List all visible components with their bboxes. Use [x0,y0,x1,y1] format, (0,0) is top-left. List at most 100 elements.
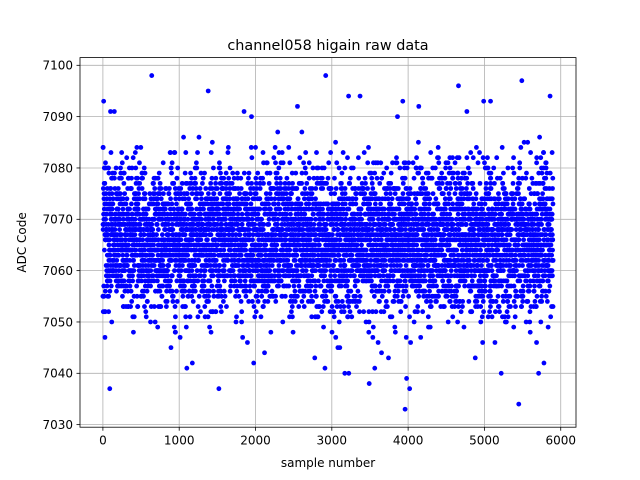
data-point [396,206,402,212]
data-point [342,201,348,207]
data-point [452,191,458,197]
data-point [410,160,416,166]
data-point [295,293,300,299]
data-point [174,175,180,181]
data-point [287,247,293,253]
data-point [325,299,331,304]
data-point [349,268,355,274]
data-point [477,180,483,186]
data-point [189,175,194,181]
data-point [110,201,116,207]
data-point [290,329,296,335]
data-point [366,319,372,325]
data-point [195,314,201,320]
data-point [213,175,219,181]
data-point [443,165,449,171]
data-point [328,150,334,155]
data-point [420,175,426,181]
data-point [137,196,142,202]
data-point [358,211,363,217]
data-point [432,165,438,171]
data-point [450,222,456,227]
data-point [227,165,233,171]
data-point [276,201,281,207]
data-point [155,324,161,330]
data-point [411,268,417,274]
data-point [136,191,141,197]
data-point [401,201,407,207]
data-point [346,304,351,309]
data-point [387,191,393,197]
data-point [121,216,126,222]
data-point [152,191,158,197]
data-point [371,293,377,299]
data-point [280,160,286,166]
data-point [306,160,312,166]
data-point [424,252,430,258]
data-point [238,186,244,191]
data-point [102,288,108,294]
data-point [102,309,108,315]
data-point [453,186,459,191]
data-point [422,288,428,294]
data-point [109,211,115,217]
data-point [206,191,211,197]
data-point [274,170,280,176]
data-point [197,186,203,191]
data-point [313,186,319,191]
data-point [225,150,231,155]
data-point [174,288,179,294]
data-point [166,186,172,191]
data-point [121,180,127,186]
data-point [252,222,258,227]
data-point [165,211,170,217]
data-point [309,273,315,279]
data-point [189,360,195,366]
data-point [123,201,129,207]
data-point [219,222,225,227]
data-point [299,129,305,135]
data-point [183,257,188,263]
data-point [309,191,315,197]
data-point [431,211,437,217]
data-point [328,186,334,191]
data-point [183,150,189,155]
data-point [412,206,418,212]
data-point [406,293,411,299]
data-point [117,227,123,232]
data-point [101,293,107,299]
data-point [444,293,450,299]
data-point [406,160,412,166]
data-point [252,314,258,320]
data-point [355,278,361,284]
data-point [182,211,188,217]
data-point [139,278,144,284]
data-point [222,232,228,238]
data-point [324,180,329,186]
data-point [132,216,138,222]
data-point [356,299,362,304]
data-point [168,278,173,284]
data-point [120,293,125,299]
data-point [350,165,356,171]
data-point [212,237,218,243]
data-point [190,299,196,304]
data-point [143,309,149,315]
data-point [443,206,448,212]
data-point [234,170,240,176]
data-point [319,175,325,181]
data-point [238,278,243,284]
data-point [103,191,109,197]
data-point [211,252,217,258]
data-point [131,263,137,268]
data-point [199,191,205,197]
data-point [416,293,422,299]
data-point [269,263,275,268]
data-point [345,155,350,161]
data-point [182,196,188,202]
data-point [321,165,327,171]
data-point [140,175,145,181]
data-point [341,304,347,309]
data-point [378,201,383,207]
data-point [213,257,219,263]
